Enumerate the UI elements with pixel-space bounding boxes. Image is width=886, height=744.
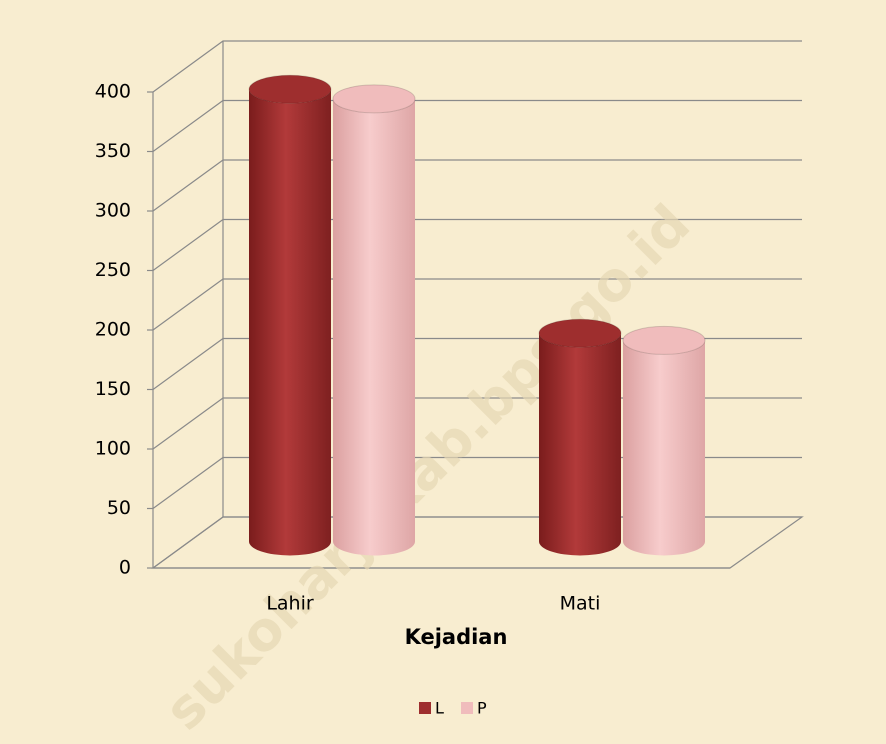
bar-top (332, 84, 416, 114)
grid-line (152, 99, 802, 152)
y-tick-label: 150 (95, 378, 131, 400)
legend-swatch (419, 702, 431, 714)
y-tick-label: 50 (107, 497, 131, 519)
bar (539, 333, 621, 556)
grid-line (152, 40, 802, 93)
y-tick-label: 0 (119, 557, 131, 579)
bar (249, 89, 331, 556)
y-tick-label: 250 (95, 259, 131, 281)
y-tick-label: 400 (95, 81, 131, 103)
grid-line (152, 218, 802, 271)
bar-top (622, 325, 706, 355)
y-tick-label: 350 (95, 140, 131, 162)
x-tick-label: Lahir (266, 593, 314, 615)
y-tick-label: 300 (95, 200, 131, 222)
legend-label: L (435, 699, 444, 718)
x-axis-title: Kejadian (405, 625, 508, 649)
bar (623, 340, 705, 556)
grid-line (152, 159, 802, 212)
y-tick-label: 100 (95, 438, 131, 460)
legend-swatch (461, 702, 473, 714)
legend-label: P (477, 699, 487, 718)
x-tick-label: Mati (560, 593, 601, 615)
bar-top (538, 318, 622, 348)
grid-line (152, 278, 802, 331)
bar (333, 98, 415, 556)
bar-top (248, 74, 332, 104)
y-tick-label: 200 (95, 319, 131, 341)
